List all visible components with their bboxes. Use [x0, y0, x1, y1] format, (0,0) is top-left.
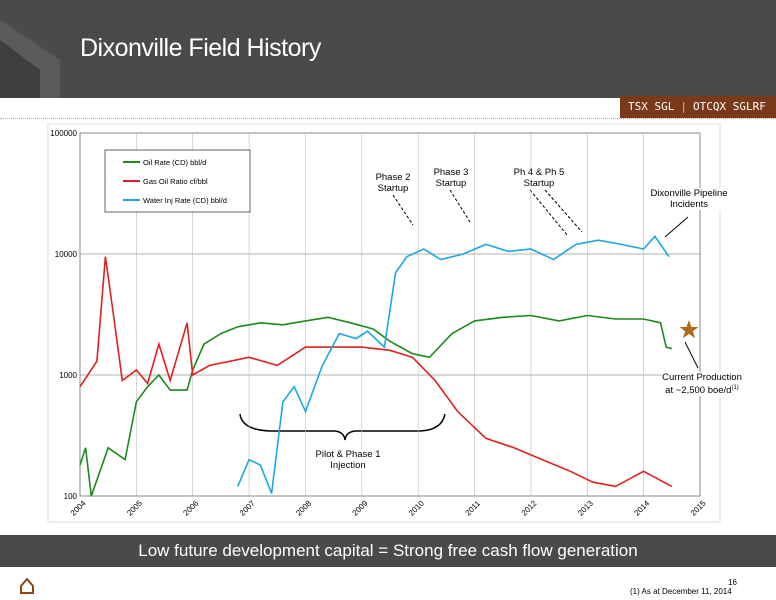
- y-tick-label: 100: [64, 492, 78, 501]
- annotation: Dixonville Pipeline Incidents: [648, 188, 730, 210]
- legend-label: Gas Oil Ratio cf/bbl: [143, 177, 208, 186]
- legend-label: Oil Rate (CD) bbl/d: [143, 158, 206, 167]
- annotation: Phase 3 Startup: [428, 167, 474, 189]
- series-line: [237, 235, 670, 494]
- legend: Oil Rate (CD) bbl/d Gas Oil Ratio cf/bbl W…: [104, 149, 251, 213]
- y-tick-label: 1000: [59, 371, 77, 380]
- annotation: Current Production at ~2,500 boe/d: [662, 372, 742, 397]
- footnote: (1) As at December 11, 2014: [630, 587, 732, 596]
- plot-frame: [79, 132, 701, 497]
- title: Dixonville Field History: [80, 34, 321, 62]
- footer-logo: [20, 578, 34, 594]
- annotation: Ph 4 & Ph 5 Startup: [508, 167, 570, 189]
- page-number: 16: [728, 578, 737, 587]
- banner: Low future development capital = Strong …: [0, 535, 776, 567]
- annotation: Phase 2 Startup: [372, 172, 414, 194]
- series-line: [79, 256, 673, 488]
- ticker-band: TSX SGL | OTCQX SGLRF: [620, 96, 776, 118]
- ticker: OTCQX SGLRF: [692, 100, 766, 113]
- y-tick-label: 10000: [55, 250, 78, 259]
- y-tick-label: 100000: [50, 129, 77, 138]
- logo: [0, 20, 60, 98]
- legend-label: Water Inj Rate (CD) bbl/d: [143, 196, 227, 205]
- annotation: Pilot & Phase 1 Injection: [308, 449, 388, 471]
- annotation-note: (1): [731, 385, 739, 391]
- header-band: [0, 0, 776, 98]
- series-line: [79, 314, 673, 497]
- ticker: TSX SGL: [628, 100, 675, 113]
- annotation-box: Current Production at ~2,500 boe/d(1): [662, 372, 742, 397]
